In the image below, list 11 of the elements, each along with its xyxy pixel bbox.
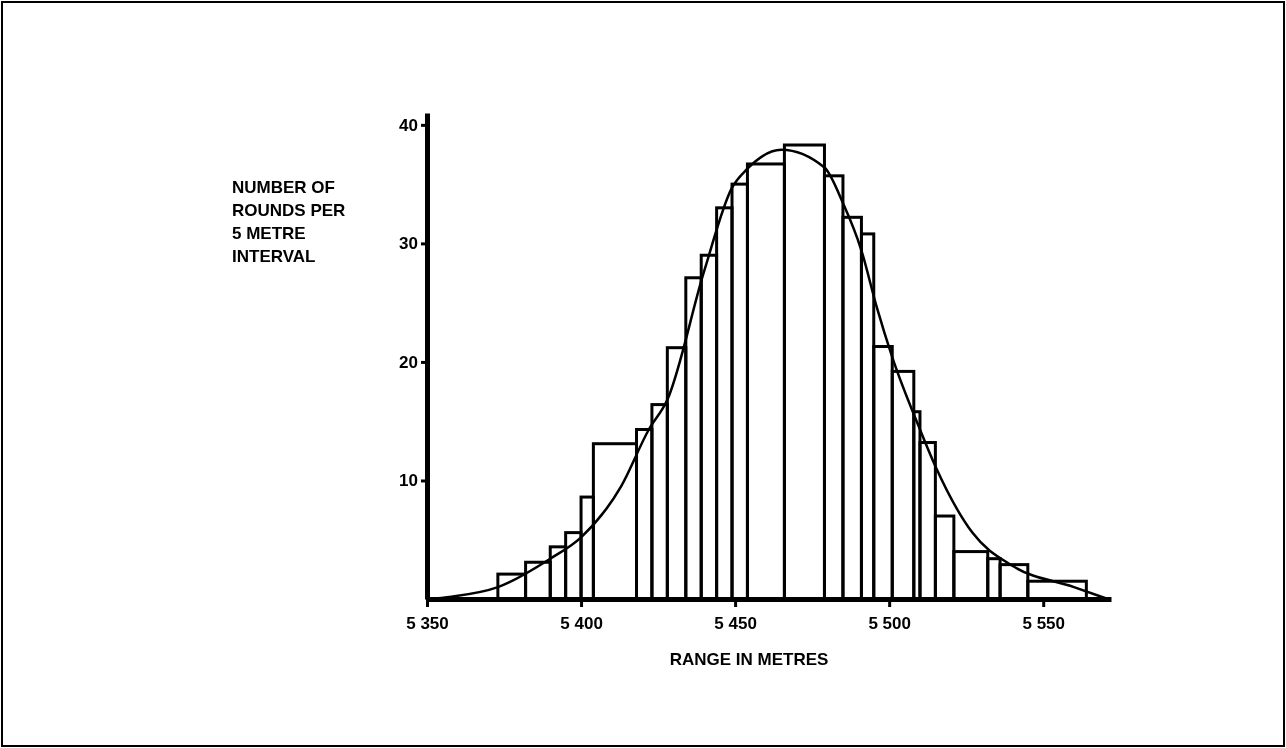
x-tick-label: 5 500 bbox=[868, 613, 911, 633]
x-tick-label: 5 450 bbox=[714, 613, 757, 633]
x-tick-label: 5 400 bbox=[560, 613, 603, 633]
x-tick-label: 5 350 bbox=[406, 613, 449, 633]
y-tick-label: 40 bbox=[399, 115, 418, 135]
x-tick-label: 5 550 bbox=[1022, 613, 1065, 633]
x-axis-title: RANGE IN METRES bbox=[669, 650, 829, 669]
y-tick-label: 30 bbox=[399, 234, 418, 254]
y-axis-title: NUMBER OF ROUNDS PER 5 METRE INTERVAL bbox=[232, 178, 346, 267]
y-tick-label: 20 bbox=[399, 352, 418, 372]
y-tick-label: 10 bbox=[399, 471, 418, 491]
